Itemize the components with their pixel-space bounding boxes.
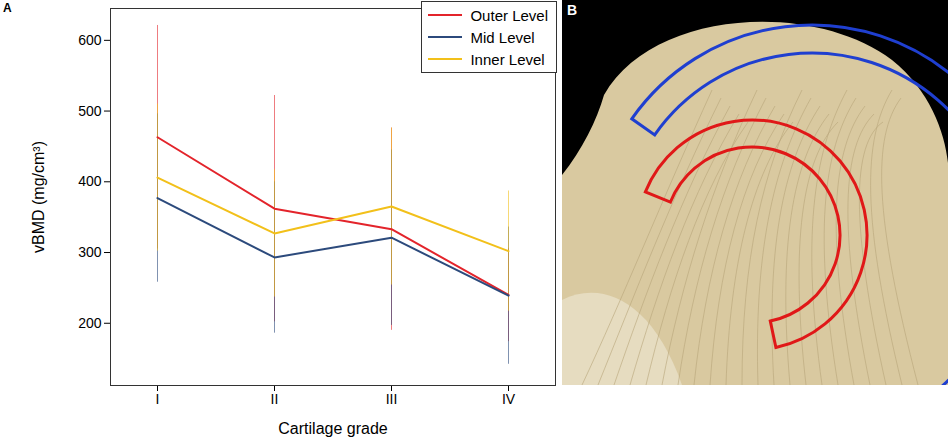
svg-text:600: 600 (78, 32, 102, 48)
svg-text:300: 300 (78, 244, 102, 260)
svg-text:B: B (567, 2, 577, 18)
svg-text:II: II (271, 391, 279, 407)
svg-text:vBMD (mg/cm³): vBMD (mg/cm³) (30, 141, 47, 253)
svg-text:400: 400 (78, 173, 102, 189)
svg-text:III: III (386, 391, 398, 407)
svg-text:IV: IV (502, 391, 516, 407)
html-text:Mid Level: Mid Level (470, 28, 535, 46)
html-text:Inner Level: Inner Level (470, 50, 545, 68)
html-text:Outer Level: Outer Level (470, 6, 548, 24)
svg-text:200: 200 (78, 315, 102, 331)
svg-text:I: I (156, 391, 160, 407)
svg-text:Cartilage grade: Cartilage grade (278, 420, 388, 437)
svg-text:500: 500 (78, 103, 102, 119)
html-text:A: A (3, 1, 12, 15)
